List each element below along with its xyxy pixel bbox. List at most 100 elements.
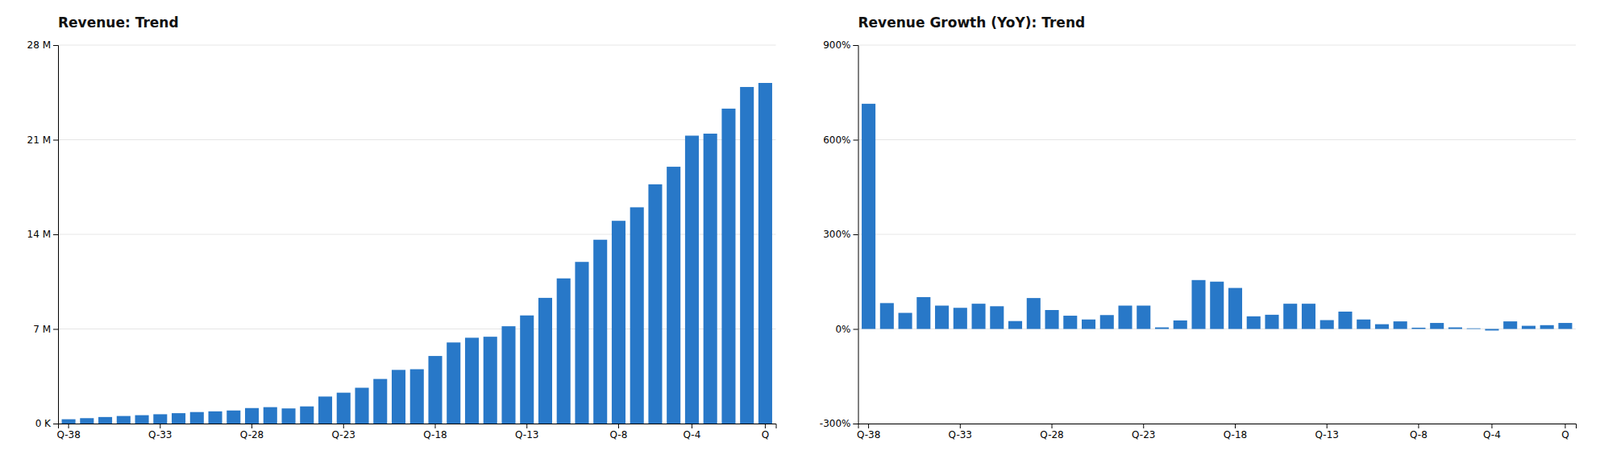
tick-mark xyxy=(868,423,869,429)
bar xyxy=(190,412,204,424)
y-tick: 14 M xyxy=(27,228,59,241)
bar xyxy=(519,315,534,424)
bar xyxy=(666,166,681,424)
bar xyxy=(336,393,351,424)
y-tick: 28 M xyxy=(27,39,59,51)
bar xyxy=(685,135,699,424)
tick-mark xyxy=(251,423,253,429)
y-tick: 0% xyxy=(835,324,858,336)
x-tick: Q-8 xyxy=(610,423,628,441)
grid-line xyxy=(858,45,1577,46)
bar xyxy=(171,413,186,424)
bar xyxy=(1173,320,1188,330)
tick-mark xyxy=(960,423,961,429)
bar xyxy=(226,411,241,424)
axis-line xyxy=(53,45,59,425)
bar xyxy=(1246,316,1261,330)
tick-label: -300% xyxy=(819,418,852,430)
bar xyxy=(483,336,498,424)
bar xyxy=(1228,288,1243,330)
grid-line xyxy=(858,139,1577,141)
tick-label: Q-23 xyxy=(1131,429,1156,441)
bar xyxy=(281,408,296,424)
bar xyxy=(1320,320,1335,330)
x-tick: Q-18 xyxy=(1223,423,1247,441)
tick-label: 7 M xyxy=(33,324,51,336)
bar xyxy=(953,307,968,329)
tick-mark xyxy=(1142,423,1144,429)
tick-mark xyxy=(1326,423,1328,429)
y-tick: 7 M xyxy=(33,324,59,336)
bar xyxy=(1411,328,1426,330)
bar xyxy=(556,278,571,424)
tick-mark xyxy=(68,423,70,429)
bar xyxy=(916,297,931,330)
x-tick: Q-33 xyxy=(148,423,172,441)
bar xyxy=(62,419,76,424)
y-tick: 600% xyxy=(822,134,858,146)
y-tick: 300% xyxy=(822,228,858,241)
bar xyxy=(1540,325,1555,330)
tick-label: Q-8 xyxy=(1409,429,1428,441)
tick-label: Q-33 xyxy=(948,429,973,441)
bars xyxy=(62,83,773,424)
bar xyxy=(1356,320,1371,330)
x-tick: Q-33 xyxy=(948,423,973,441)
y-tick: 900% xyxy=(822,39,858,51)
tick-mark xyxy=(764,423,766,429)
tick-label: Q-18 xyxy=(1223,429,1247,441)
bar xyxy=(593,240,607,424)
bar xyxy=(1558,323,1572,329)
tick-mark xyxy=(853,140,859,142)
tick-mark xyxy=(618,423,620,429)
x-axis: Q-38Q-33Q-28Q-23Q-18Q-13Q-8Q-4Q xyxy=(56,423,777,441)
panel: 0 K7 M14 M21 M28 MQ-38Q-33Q-28Q-23Q-18Q-… xyxy=(27,14,777,441)
bar xyxy=(1264,315,1279,330)
grid xyxy=(858,45,1577,424)
bar xyxy=(1136,306,1151,330)
chart-canvas: 0 K7 M14 M21 M28 MQ-38Q-33Q-28Q-23Q-18Q-… xyxy=(0,0,1600,459)
x-tick: Q-23 xyxy=(1131,423,1156,441)
tick-mark xyxy=(159,423,161,429)
tick-label: Q-13 xyxy=(515,429,539,441)
tick-mark xyxy=(853,329,859,331)
bar xyxy=(1063,315,1077,329)
bar xyxy=(116,416,131,424)
y-axis: 0 K7 M14 M21 M28 M xyxy=(27,39,59,430)
axis-line xyxy=(58,424,778,430)
tick-label: 900% xyxy=(822,39,851,51)
tick-mark xyxy=(526,423,528,429)
bar xyxy=(501,326,516,424)
x-tick: Q-38 xyxy=(56,423,80,441)
tick-label: Q-33 xyxy=(148,429,172,441)
bar xyxy=(739,87,754,424)
bar xyxy=(1375,324,1389,330)
tick-mark xyxy=(1234,423,1236,429)
grid-line xyxy=(858,234,1577,236)
bar xyxy=(263,407,278,424)
tick-label: 14 M xyxy=(27,228,51,241)
bar xyxy=(703,133,718,424)
bar xyxy=(630,207,645,424)
bar xyxy=(721,108,736,424)
tick-mark xyxy=(1491,423,1492,429)
bar xyxy=(1026,298,1041,329)
bar xyxy=(1448,328,1463,330)
x-axis: Q-38Q-33Q-28Q-23Q-18Q-13Q-8Q-4Q xyxy=(856,423,1577,441)
tick-label: 0 K xyxy=(35,418,52,430)
bar xyxy=(428,356,442,424)
tick-label: Q-38 xyxy=(856,429,881,441)
bar xyxy=(989,306,1004,329)
axis-line xyxy=(853,45,860,425)
x-tick: Q-38 xyxy=(856,423,881,441)
tick-mark xyxy=(1051,423,1053,429)
bar xyxy=(153,414,167,424)
bar xyxy=(1393,321,1408,329)
tick-mark xyxy=(53,423,59,425)
tick-mark xyxy=(53,140,59,142)
bar xyxy=(972,303,986,329)
tick-mark xyxy=(853,45,859,46)
tick-mark xyxy=(434,423,436,429)
x-tick: Q xyxy=(761,423,769,441)
bar xyxy=(135,415,150,424)
